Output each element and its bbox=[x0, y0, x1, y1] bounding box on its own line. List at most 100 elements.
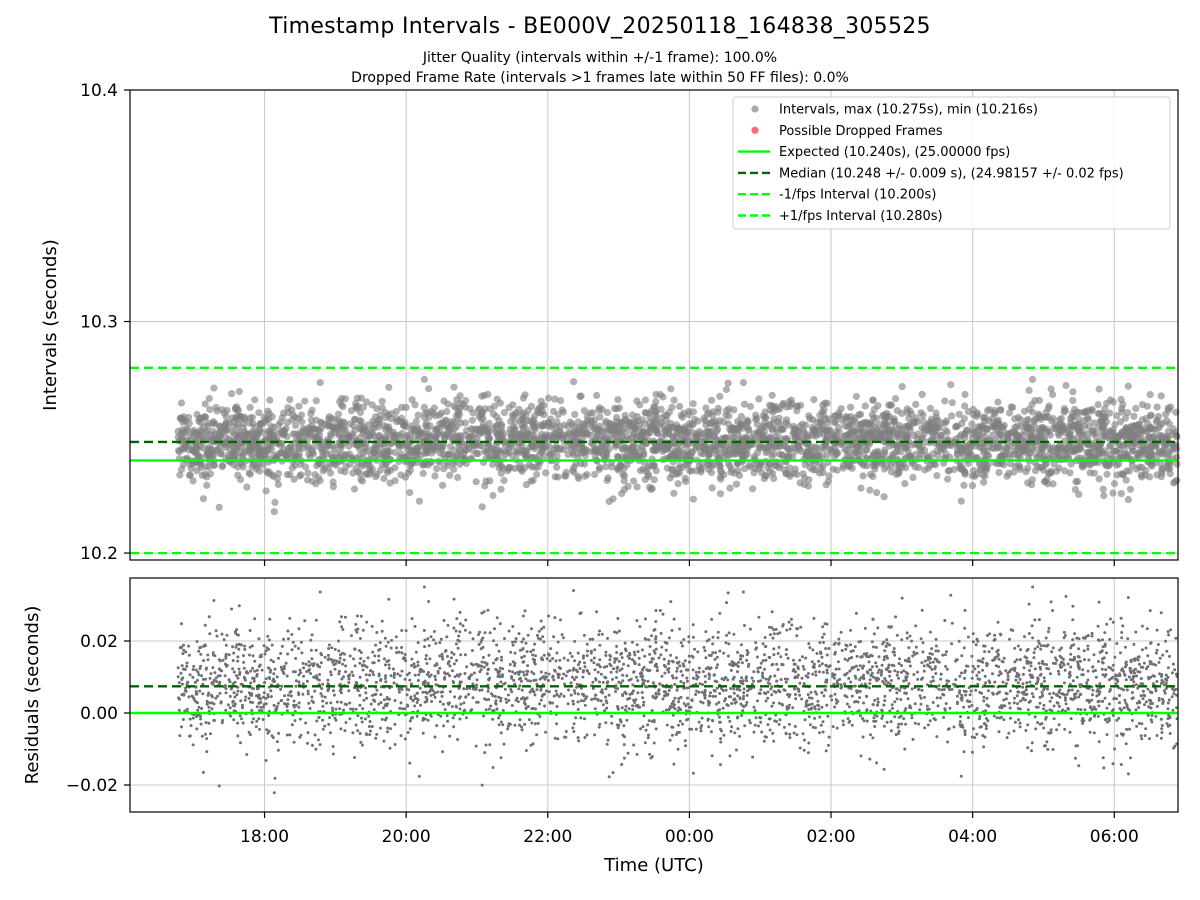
interval-point bbox=[675, 469, 684, 477]
interval-point bbox=[312, 397, 320, 405]
interval-point bbox=[746, 402, 755, 411]
interval-point bbox=[186, 471, 194, 479]
residual-point bbox=[859, 714, 862, 718]
residual-point bbox=[200, 734, 204, 738]
residual-point bbox=[441, 657, 445, 661]
residual-point bbox=[266, 693, 270, 697]
residual-point bbox=[1064, 594, 1068, 598]
interval-point bbox=[898, 383, 906, 391]
interval-point bbox=[1135, 453, 1143, 461]
residual-point bbox=[1096, 714, 1100, 718]
residual-point bbox=[1154, 651, 1158, 655]
residual-point bbox=[344, 721, 348, 724]
interval-point bbox=[304, 469, 312, 477]
interval-point bbox=[833, 466, 841, 474]
residual-point bbox=[742, 691, 746, 695]
interval-point bbox=[1138, 401, 1146, 409]
residual-point bbox=[796, 673, 800, 677]
residual-point bbox=[471, 696, 475, 700]
residual-point bbox=[795, 634, 799, 638]
interval-point bbox=[604, 474, 612, 482]
interval-point bbox=[500, 409, 509, 417]
interval-point bbox=[1053, 450, 1061, 458]
residual-point bbox=[1016, 644, 1020, 648]
residual-point bbox=[970, 735, 974, 739]
residual-point bbox=[551, 657, 555, 660]
residual-point bbox=[883, 694, 887, 698]
residual-point bbox=[932, 679, 935, 683]
interval-point bbox=[1090, 453, 1098, 461]
residual-point bbox=[984, 724, 988, 728]
interval-point bbox=[531, 425, 539, 433]
residual-point bbox=[894, 615, 898, 619]
interval-point bbox=[620, 472, 629, 480]
interval-point bbox=[495, 417, 503, 425]
residual-point bbox=[836, 682, 840, 686]
residual-point bbox=[1097, 740, 1101, 744]
residual-point bbox=[304, 662, 308, 666]
residual-point bbox=[1028, 680, 1032, 684]
interval-point bbox=[240, 424, 248, 432]
interval-point bbox=[868, 420, 876, 428]
interval-point bbox=[352, 399, 360, 408]
interval-point bbox=[468, 416, 476, 424]
residual-point bbox=[914, 645, 918, 649]
interval-point bbox=[282, 451, 290, 459]
interval-point bbox=[634, 417, 642, 425]
residual-point bbox=[798, 693, 802, 697]
residual-point bbox=[249, 669, 253, 673]
interval-point bbox=[866, 486, 874, 494]
residual-point bbox=[626, 751, 630, 755]
interval-point bbox=[1094, 401, 1102, 409]
residual-point bbox=[654, 637, 658, 641]
residual-point bbox=[642, 665, 646, 669]
interval-point bbox=[524, 406, 532, 415]
interval-point bbox=[227, 441, 235, 449]
interval-point bbox=[956, 442, 964, 450]
residual-point bbox=[888, 688, 892, 692]
interval-point bbox=[947, 381, 955, 389]
interval-point bbox=[391, 464, 399, 472]
interval-point bbox=[371, 420, 379, 428]
residual-point bbox=[400, 646, 404, 649]
residual-point bbox=[637, 656, 641, 660]
interval-point bbox=[651, 403, 659, 411]
residual-point bbox=[647, 719, 651, 723]
residual-point bbox=[1052, 717, 1056, 721]
residual-point bbox=[654, 640, 658, 644]
residual-point bbox=[811, 648, 815, 652]
interval-point bbox=[688, 467, 696, 475]
interval-point bbox=[452, 404, 460, 412]
interval-point bbox=[266, 396, 274, 404]
residual-point bbox=[892, 647, 896, 650]
interval-point bbox=[755, 395, 763, 403]
interval-point bbox=[230, 418, 238, 426]
residual-point bbox=[1053, 656, 1057, 660]
chart-title: Timestamp Intervals - BE000V_20250118_16… bbox=[269, 14, 931, 39]
interval-point bbox=[797, 401, 805, 409]
residual-point bbox=[486, 608, 490, 612]
residual-point bbox=[441, 750, 445, 754]
interval-point bbox=[916, 445, 924, 453]
interval-point bbox=[514, 430, 522, 438]
interval-point bbox=[1121, 414, 1130, 422]
residual-point bbox=[495, 682, 499, 686]
residual-point bbox=[220, 632, 224, 636]
interval-point bbox=[1046, 449, 1054, 457]
residual-point bbox=[897, 722, 901, 726]
residual-point bbox=[955, 694, 959, 698]
residual-point bbox=[243, 647, 247, 651]
interval-point bbox=[825, 415, 833, 423]
residual-point bbox=[480, 783, 484, 787]
residual-point bbox=[766, 696, 770, 700]
interval-point bbox=[831, 419, 839, 427]
residual-point bbox=[423, 717, 427, 721]
residual-point bbox=[700, 690, 704, 694]
residual-point bbox=[895, 673, 899, 677]
residual-point bbox=[231, 659, 235, 662]
residual-point bbox=[907, 682, 911, 686]
residual-point bbox=[867, 686, 871, 690]
interval-point bbox=[356, 408, 364, 417]
residual-point bbox=[1126, 772, 1130, 776]
residual-point bbox=[1103, 696, 1107, 700]
